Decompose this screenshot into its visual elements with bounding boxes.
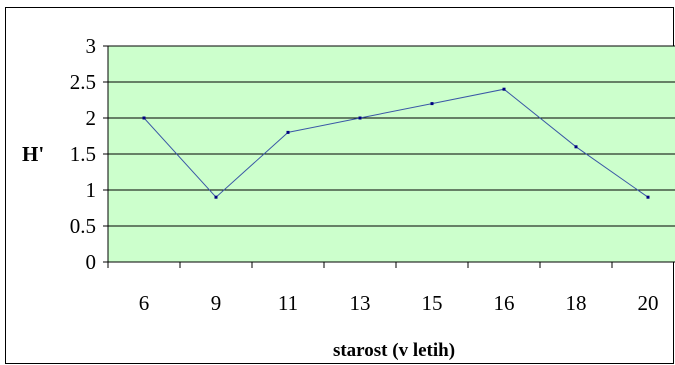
y-tick-label: 0	[86, 250, 97, 274]
y-tick-label: 1.5	[70, 142, 96, 166]
x-tick-label: 11	[278, 291, 298, 315]
data-point	[286, 130, 290, 134]
x-axis-title: starost (v letih)	[333, 340, 455, 361]
data-point	[502, 87, 506, 91]
data-point	[646, 195, 650, 199]
x-tick-label: 16	[494, 291, 515, 315]
y-tick-label: 0.5	[70, 214, 96, 238]
x-tick-label: 13	[350, 291, 371, 315]
y-tick-label: 2	[86, 106, 97, 130]
series-line	[143, 88, 649, 198]
x-tick-label: 18	[566, 291, 587, 315]
data-point	[574, 145, 578, 149]
series-markers	[142, 87, 650, 199]
data-point	[142, 116, 146, 120]
x-tick-label: 15	[422, 291, 443, 315]
x-tick-labels: 6 9 11 13 15 16 18 20	[107, 262, 659, 315]
x-tick-label: 6	[139, 291, 150, 315]
y-tick-label: 3	[86, 34, 97, 58]
y-tick-label: 2.5	[70, 70, 96, 94]
y-tick-label: 1	[86, 178, 97, 202]
x-tick-label: 9	[211, 291, 222, 315]
x-tick-label: 20	[638, 291, 659, 315]
y-axis-title: H'	[22, 142, 44, 166]
y-tick-labels: 0 0.5 1 1.5 2 2.5 3	[70, 34, 108, 274]
data-point	[358, 116, 362, 120]
data-point	[214, 195, 218, 199]
data-point	[430, 102, 434, 106]
gridlines	[108, 45, 675, 227]
